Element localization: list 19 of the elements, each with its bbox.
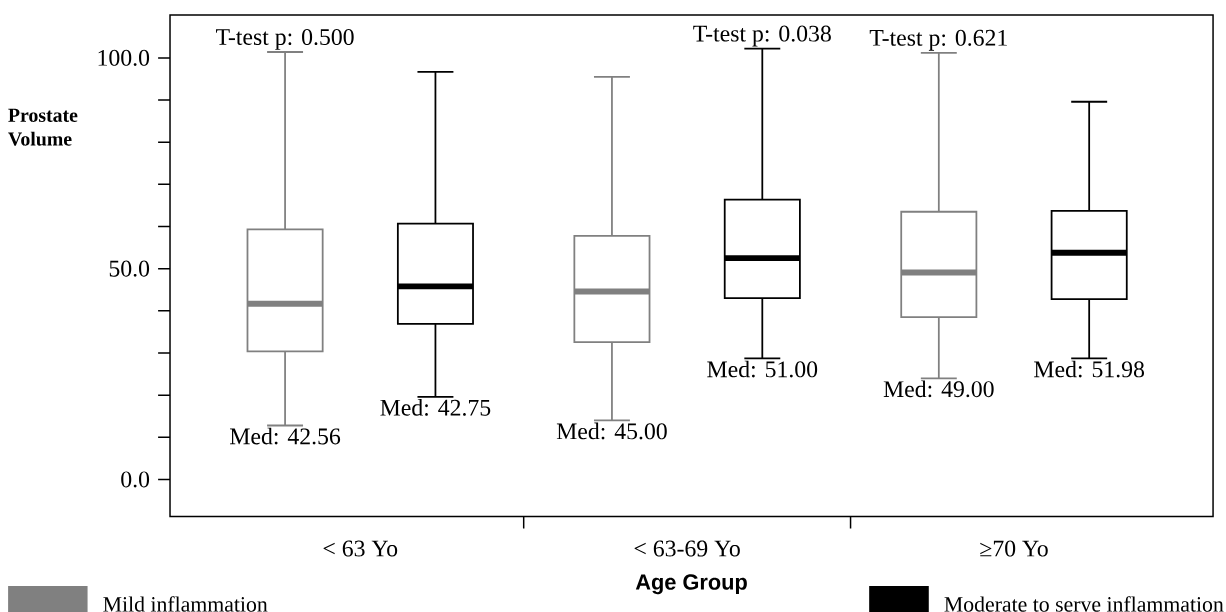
x-axis-title: Age Group — [635, 574, 747, 595]
x-tick-label: < 63 Yo — [323, 540, 398, 557]
legend-label: Moderate to serve inflammation — [944, 596, 1224, 612]
annotation: Med: 49.00 — [883, 380, 994, 398]
annotation: T-test p: 0.038 — [693, 25, 831, 47]
legend-label: Mild inflammation — [103, 596, 268, 612]
annotation: Med: 51.98 — [1034, 360, 1145, 378]
annotation: Med: 45.00 — [556, 422, 667, 440]
x-tick-label: < 63-69 Yo — [634, 540, 740, 557]
annotation: Med: 42.75 — [380, 399, 491, 416]
y-tick-label: 0.0 — [121, 471, 150, 488]
annotation: Med: 42.56 — [230, 427, 341, 445]
annotation: T-test p: 0.500 — [216, 28, 354, 50]
x-tick-label: ≥70 Yo — [980, 540, 1048, 557]
y-tick-label: 50.0 — [109, 260, 150, 277]
y-tick-label: 100.0 — [98, 49, 150, 66]
annotation: Med: 51.00 — [707, 360, 818, 378]
y-axis-title: Prostate Volume — [8, 108, 78, 146]
annotation: T-test p: 0.621 — [869, 29, 1007, 51]
